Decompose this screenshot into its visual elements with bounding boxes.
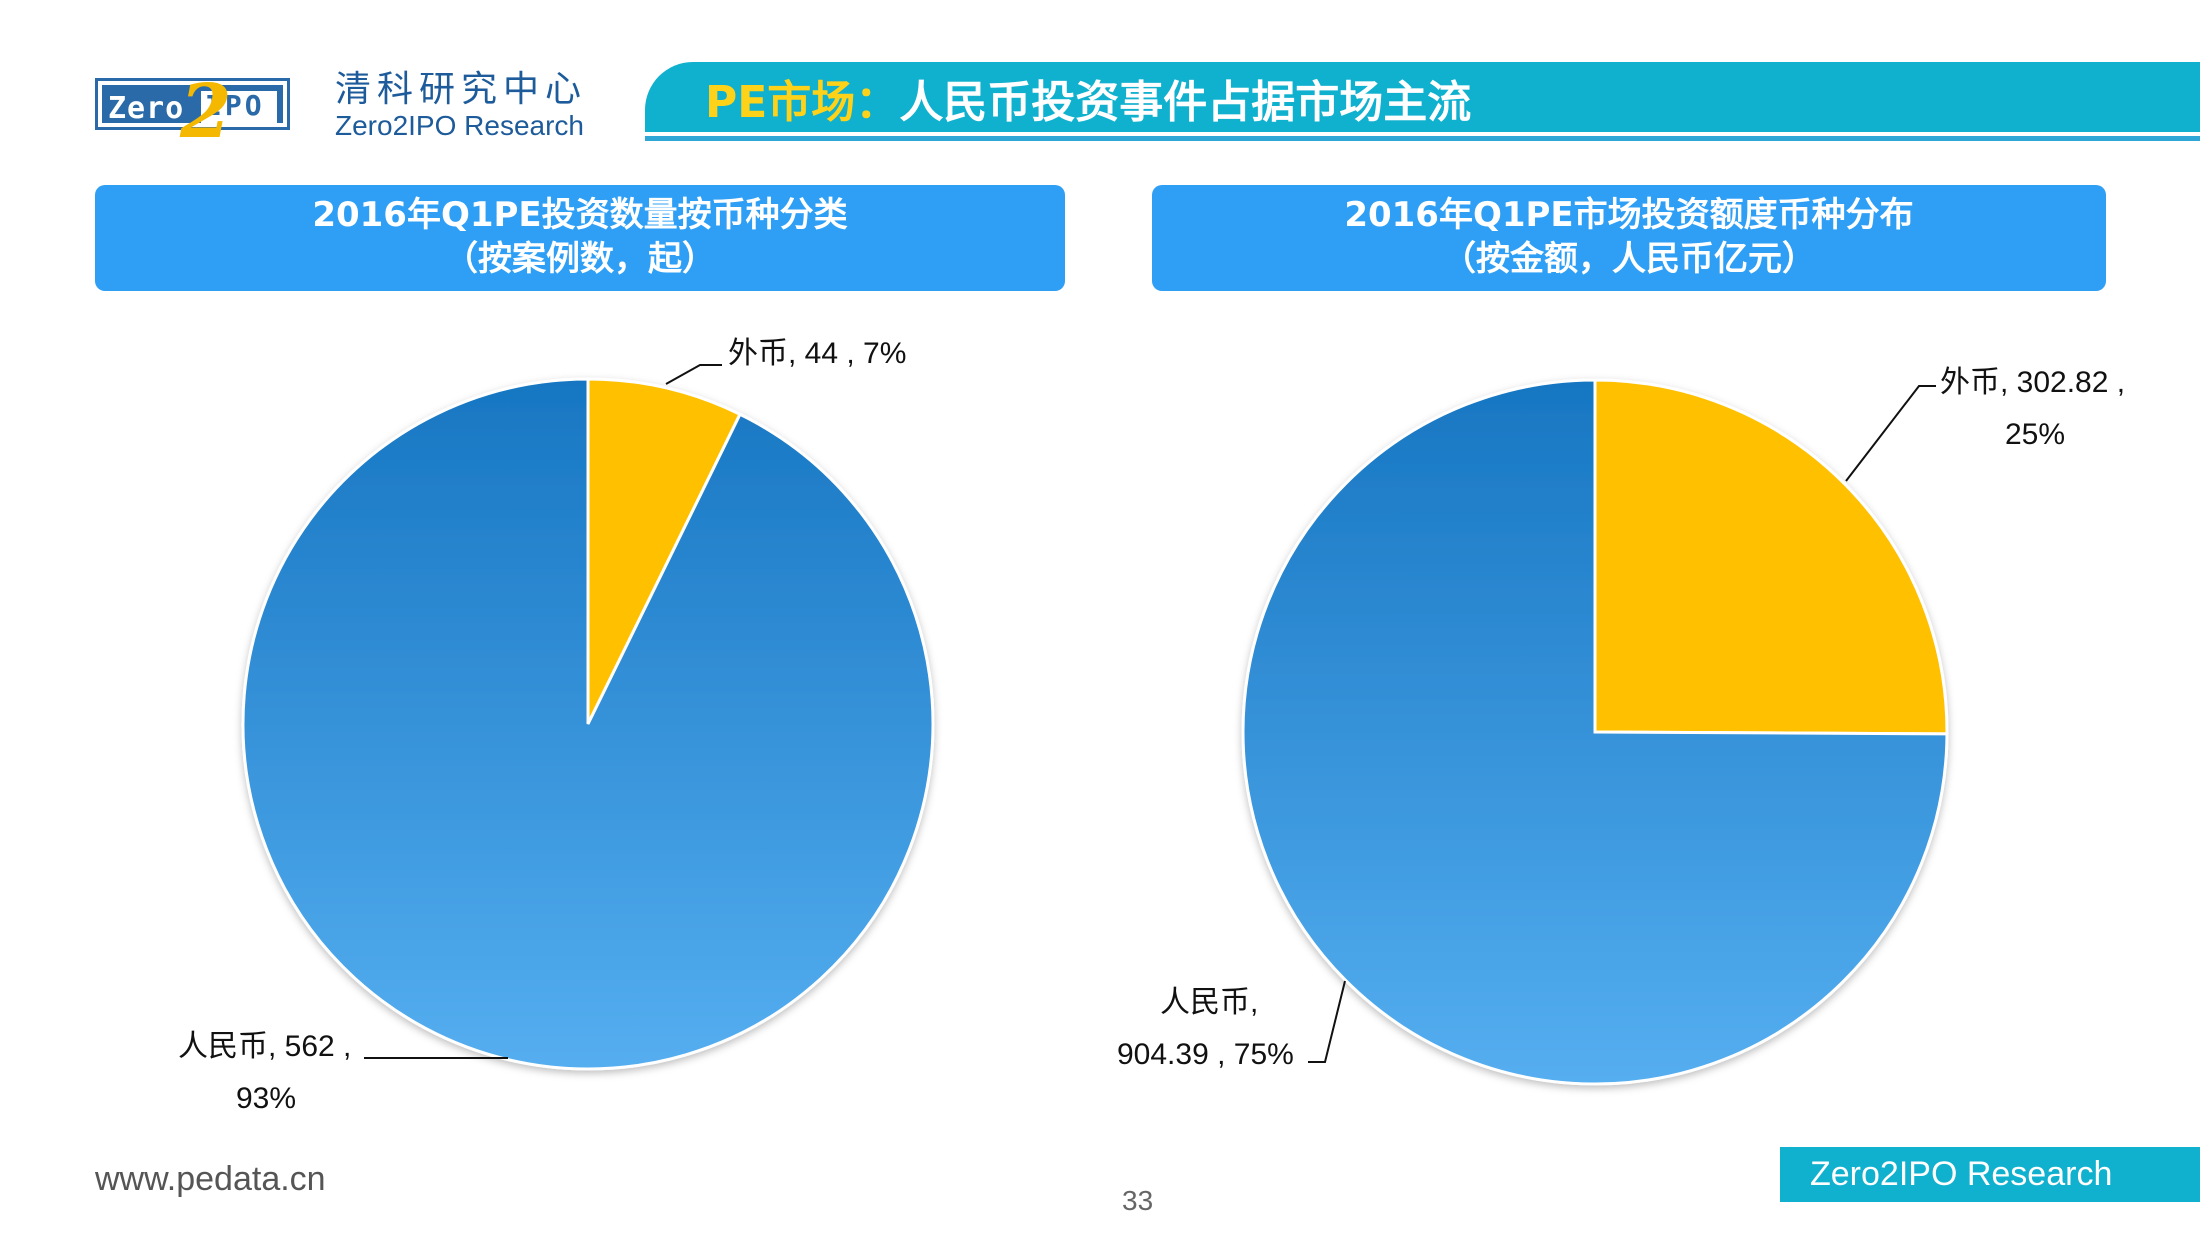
logo-inner: Zero IPO 2 — [102, 75, 283, 149]
chart1-title: 2016年Q1PE投资数量按币种分类 — [312, 195, 848, 235]
logo-text-ipo: IPO — [205, 89, 265, 122]
logo-text-two: 2 — [180, 69, 232, 155]
pie-slice-rmb — [1241, 378, 1949, 1086]
footer-url: www.pedata.cn — [95, 1160, 326, 1198]
chart1-label-foreign: 外币, 44 , 7% — [728, 337, 906, 370]
footer-brand: Zero2IPO Research — [1780, 1147, 2200, 1202]
pie-slice-foreign — [586, 377, 742, 725]
chart2-label-leader-foreign — [1845, 385, 1936, 482]
pie-chart-2 — [1241, 378, 1949, 1086]
brand-name-en: Zero2IPO Research — [335, 110, 584, 141]
chart2-title: 2016年Q1PE市场投资额度币种分布 — [1344, 195, 1914, 235]
chart2-label-rmb-line1: 人民币, — [1160, 986, 1258, 1019]
chart2-subtitle: （按金额，人民币亿元） — [1442, 239, 1816, 279]
pie-chart-1 — [241, 377, 935, 1071]
chart2-label-leader-rmb — [1308, 980, 1346, 1063]
chart2-label-foreign-line1: 外币, 302.82 , — [1940, 366, 2125, 399]
title-banner — [645, 62, 2200, 132]
chart2-label-rmb-line2: 904.39 , 75% — [1117, 1038, 1294, 1071]
pie-slice-foreign — [1593, 378, 1949, 736]
brand-name-cn: 清科研究中心 — [335, 69, 588, 110]
page-title: PE市场：人民币投资事件占据市场主流 — [705, 66, 1471, 130]
logo-ipo-box: IPO — [201, 89, 277, 123]
pie-slice-rmb — [241, 377, 935, 1071]
chart2-header: 2016年Q1PE市场投资额度币种分布 （按金额，人民币亿元） — [1152, 185, 2106, 291]
chart1-subtitle: （按案例数，起） — [444, 239, 716, 279]
logo-text-zero: Zero — [108, 91, 185, 126]
chart1-label-rmb-line2: 93% — [236, 1082, 296, 1115]
chart2-label-foreign-line2: 25% — [2005, 418, 2065, 451]
page-title-main: 人民币投资事件占据市场主流 — [899, 77, 1472, 128]
chart1-label-leader-foreign — [665, 364, 722, 385]
zero2ipo-logo: Zero IPO 2 — [95, 75, 290, 149]
title-underline — [645, 136, 2200, 141]
page-title-prefix: PE市场： — [705, 77, 900, 128]
chart1-label-rmb-line1: 人民币, 562 , — [178, 1030, 351, 1063]
chart1-header: 2016年Q1PE投资数量按币种分类 （按案例数，起） — [95, 185, 1065, 291]
page-number: 33 — [1122, 1185, 1154, 1216]
